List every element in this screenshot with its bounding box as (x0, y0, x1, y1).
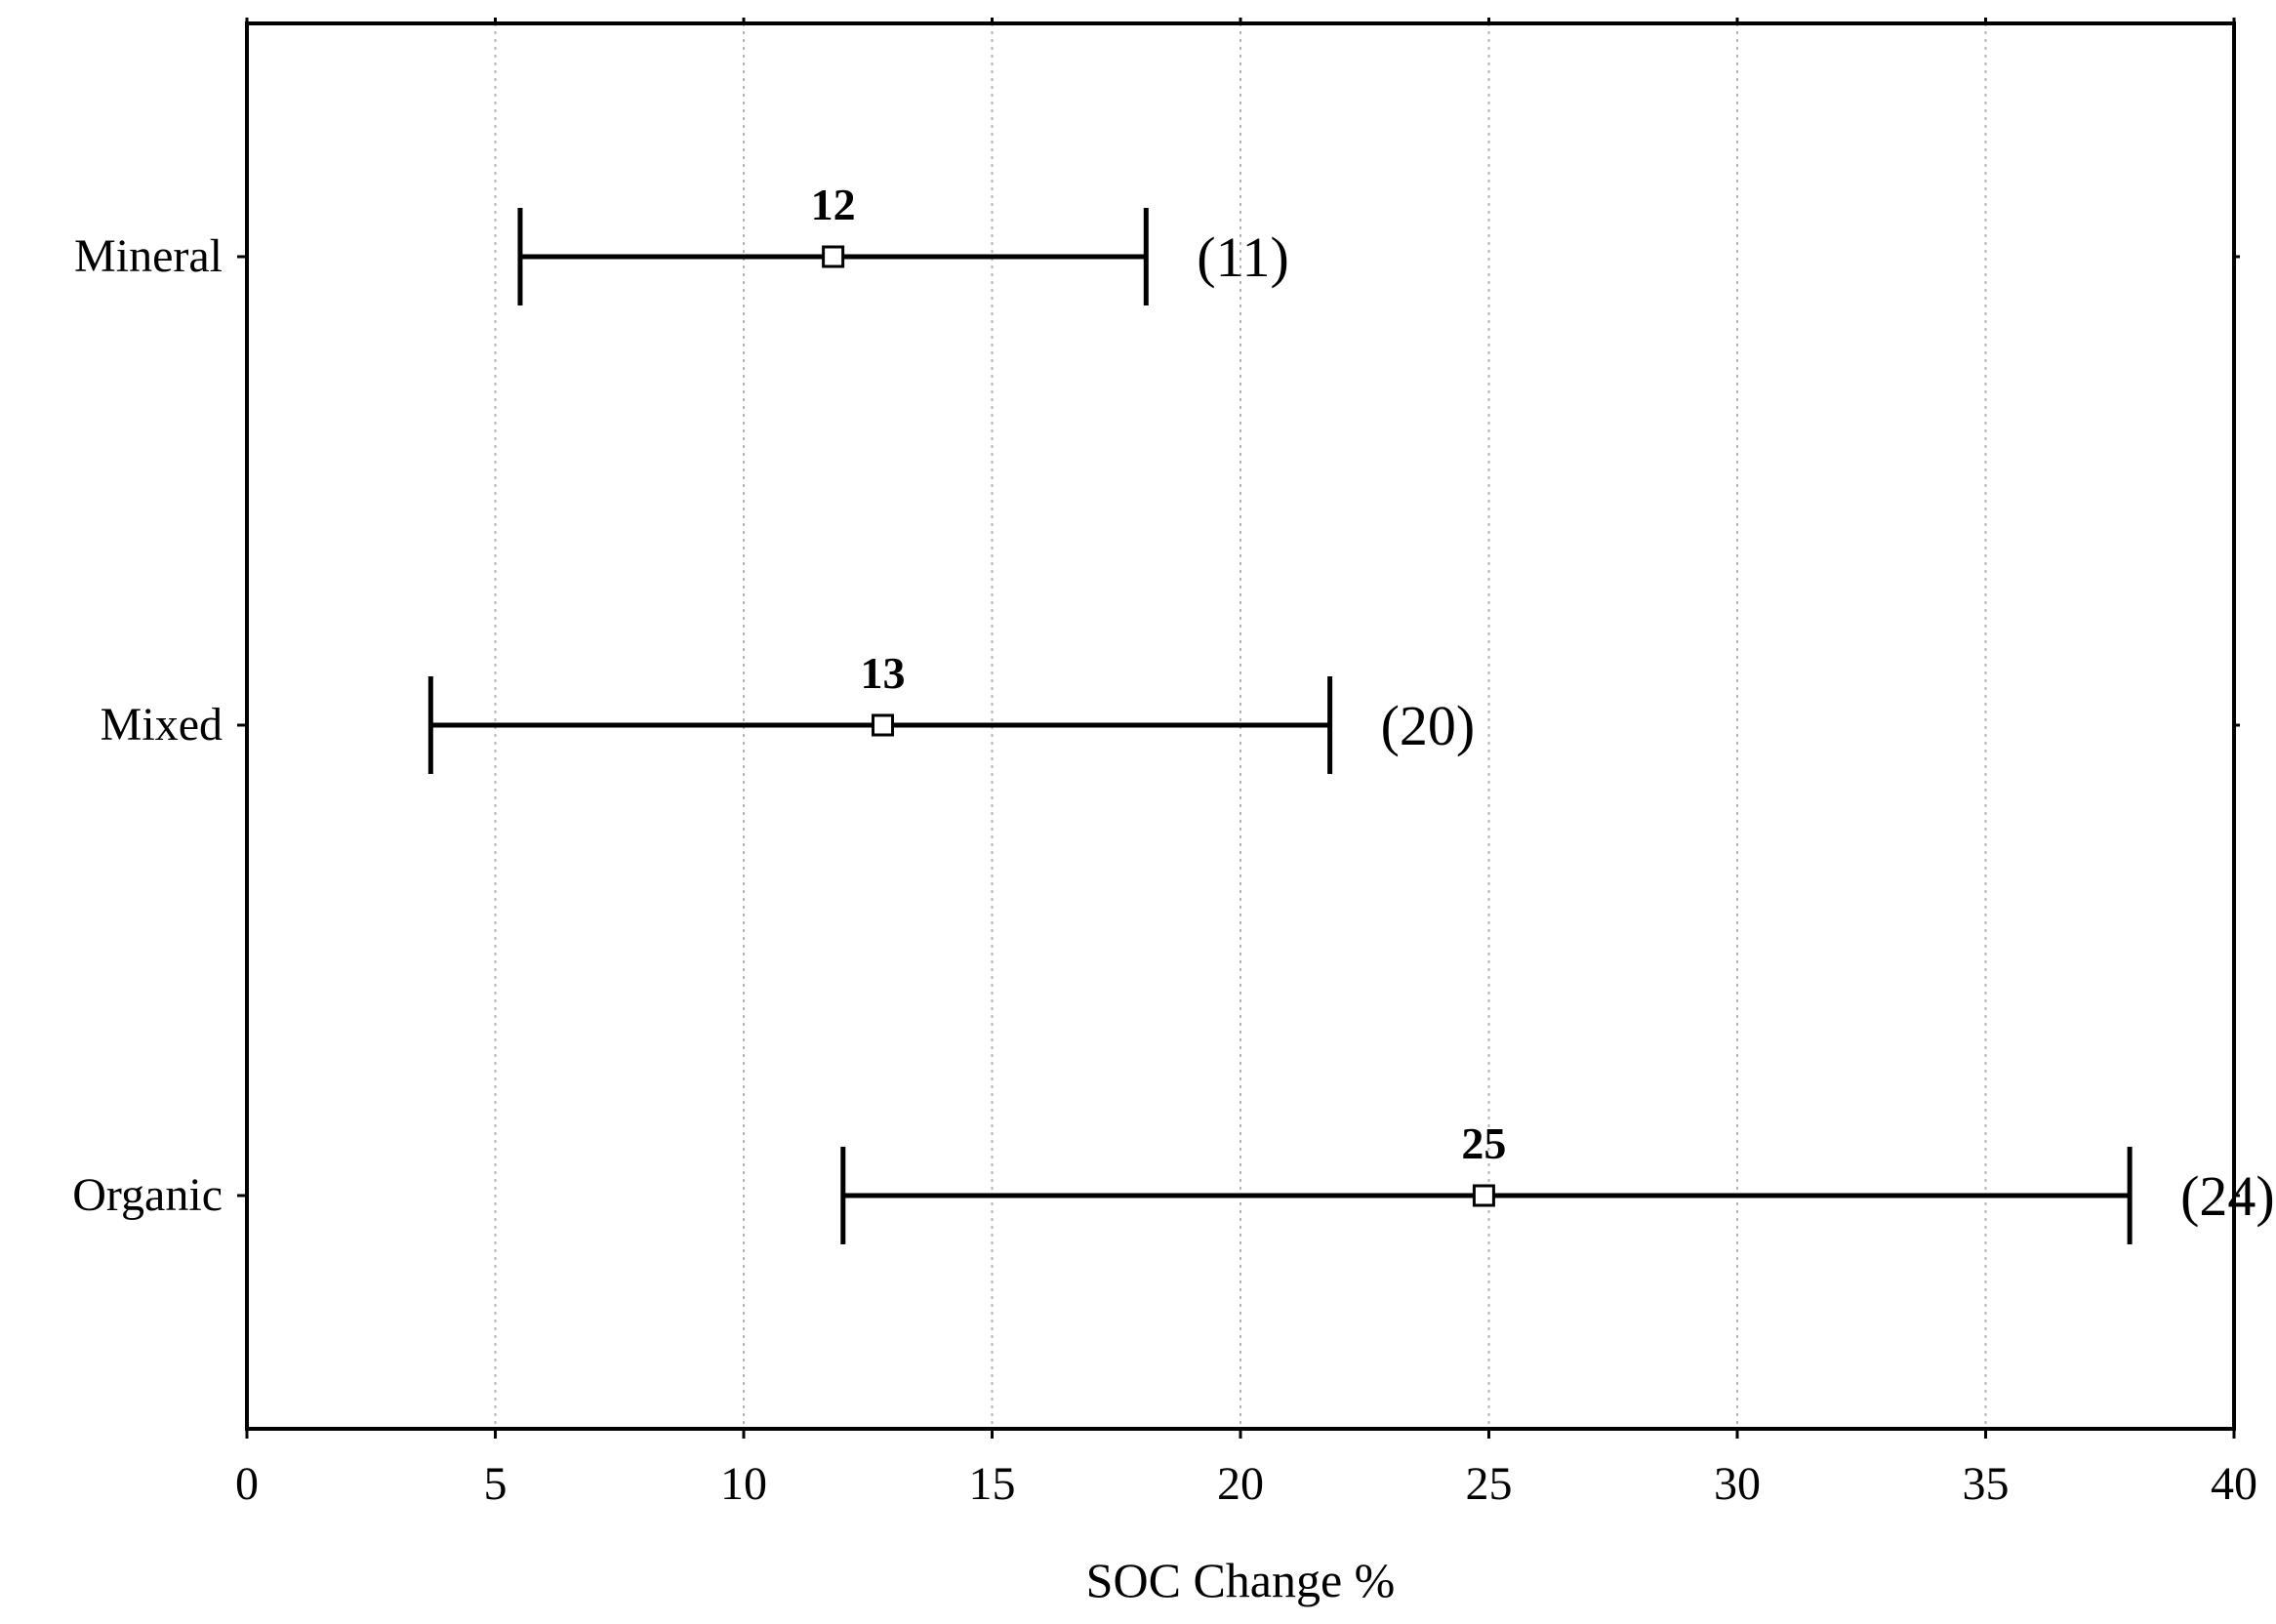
point-estimate (822, 245, 845, 268)
value-label: 13 (861, 648, 906, 698)
count-label: (24) (2180, 1164, 2275, 1228)
x-tick-label: 0 (235, 1458, 259, 1510)
x-tick-label: 25 (1466, 1458, 1513, 1510)
x-tick-label: 20 (1217, 1458, 1264, 1510)
x-axis-title: SOC Change % (1086, 1553, 1396, 1607)
x-tick-label: 40 (2211, 1458, 2257, 1510)
point-estimate (1472, 1184, 1495, 1207)
count-label: (20) (1381, 694, 1476, 757)
x-tick-label: 35 (1963, 1458, 2010, 1510)
y-tick-label: Organic (72, 1169, 223, 1221)
x-tick-label: 15 (969, 1458, 1016, 1510)
x-tick-label: 10 (720, 1458, 767, 1510)
value-label: 25 (1461, 1118, 1506, 1168)
y-tick-label: Mineral (74, 230, 223, 282)
x-axis-ticks: 0 5 10 15 20 25 30 35 40 (235, 18, 2257, 1510)
y-tick-label: Mixed (101, 699, 223, 751)
y-axis-ticks: Mineral Mixed Organic (72, 230, 2240, 1221)
x-tick-label: 30 (1714, 1458, 1761, 1510)
count-label: (11) (1197, 225, 1288, 289)
x-tick-label: 5 (484, 1458, 508, 1510)
plot-marks: 12 (11) 13 (20) 25 (24) (427, 180, 2275, 1244)
point-estimate (872, 713, 895, 737)
value-label: 12 (811, 180, 856, 229)
